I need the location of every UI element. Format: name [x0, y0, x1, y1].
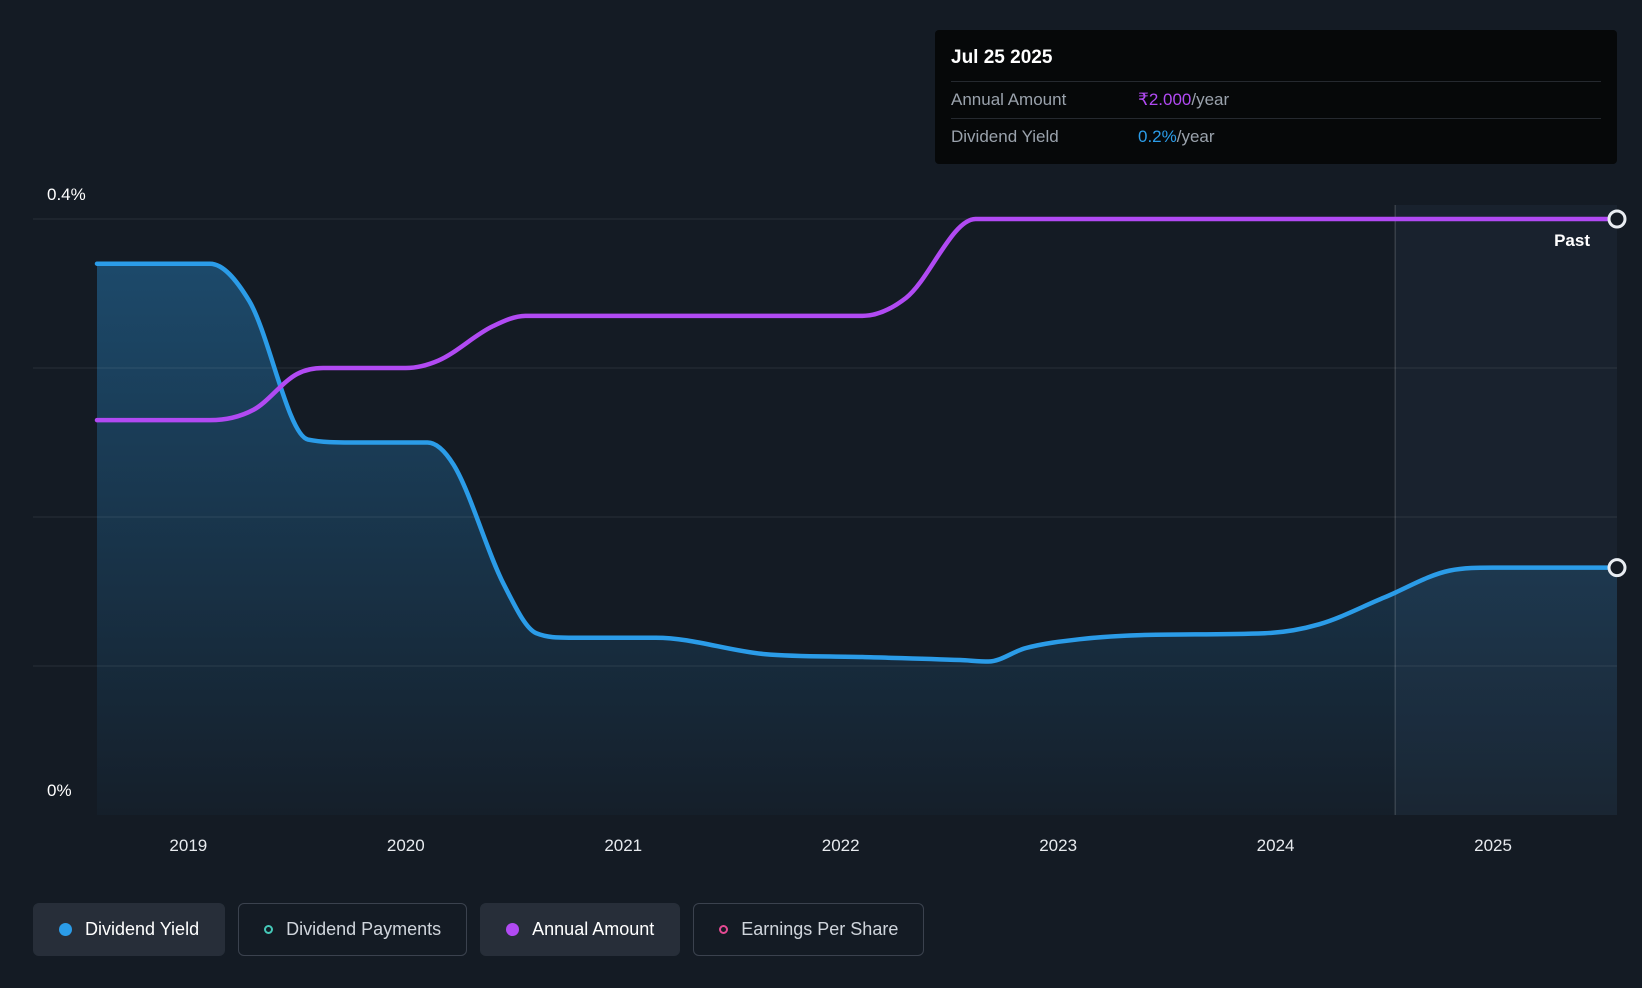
- x-axis-label-2019: 2019: [169, 836, 208, 855]
- tooltip-value: ₹2.000: [1138, 90, 1192, 109]
- annual-amount-dot-icon: [506, 923, 520, 936]
- y-axis-label-0.4pct: 0.4%: [47, 185, 86, 204]
- tooltip-suffix: /year: [1176, 127, 1215, 146]
- tooltip-date: Jul 25 2025: [951, 47, 1053, 68]
- legend-label-dividend-yield: Dividend Yield: [85, 919, 200, 939]
- chart-tooltip: Jul 25 2025 Annual Amount ₹2.000/year Di…: [935, 30, 1617, 164]
- legend-chip-earnings-per-share[interactable]: Earnings Per Share: [693, 903, 925, 956]
- x-axis-label-2022: 2022: [821, 836, 860, 855]
- y-axis-label-0pct: 0%: [47, 781, 72, 800]
- legend-label-dividend-payments: Dividend Payments: [286, 919, 442, 939]
- dividend-yield-dot-icon: [59, 923, 72, 936]
- past-region-highlight: [1395, 205, 1617, 815]
- x-axis-label-2023: 2023: [1039, 836, 1078, 855]
- legend-label-earnings-per-share: Earnings Per Share: [741, 919, 899, 939]
- tooltip-label: Annual Amount: [951, 90, 1067, 109]
- tooltip-value: 0.2%: [1138, 127, 1177, 146]
- x-axis-label-2025: 2025: [1474, 836, 1512, 855]
- dividend-yield-line: [94, 261, 1620, 664]
- legend-chip-dividend-yield[interactable]: Dividend Yield: [33, 903, 226, 956]
- earnings-per-share-ring-icon: [719, 925, 729, 934]
- tooltip-label: Dividend Yield: [951, 127, 1059, 146]
- past-label: Past: [1554, 231, 1590, 250]
- tooltip-row-dividend-yield: Dividend Yield 0.2%/year: [951, 118, 1601, 155]
- legend-chip-annual-amount[interactable]: Annual Amount: [480, 903, 681, 956]
- x-axis-label-2024: 2024: [1256, 836, 1295, 855]
- tooltip-row-annual-amount: Annual Amount ₹2.000/year: [951, 81, 1601, 118]
- annual-amount-line: [94, 216, 1620, 423]
- dividend-yield-endpoint-marker: [1607, 558, 1627, 578]
- annual-amount-endpoint-marker: [1607, 209, 1627, 229]
- x-axis-label-2021: 2021: [604, 836, 643, 855]
- legend: Dividend Yield Dividend Payments Annual …: [33, 903, 925, 956]
- legend-chip-dividend-payments[interactable]: Dividend Payments: [238, 903, 468, 956]
- tooltip-suffix: /year: [1191, 90, 1230, 109]
- legend-label-annual-amount: Annual Amount: [532, 919, 655, 939]
- dividend-yield-area: [97, 263, 1617, 815]
- x-axis-label-2020: 2020: [386, 836, 425, 855]
- dividend-payments-ring-icon: [264, 925, 274, 934]
